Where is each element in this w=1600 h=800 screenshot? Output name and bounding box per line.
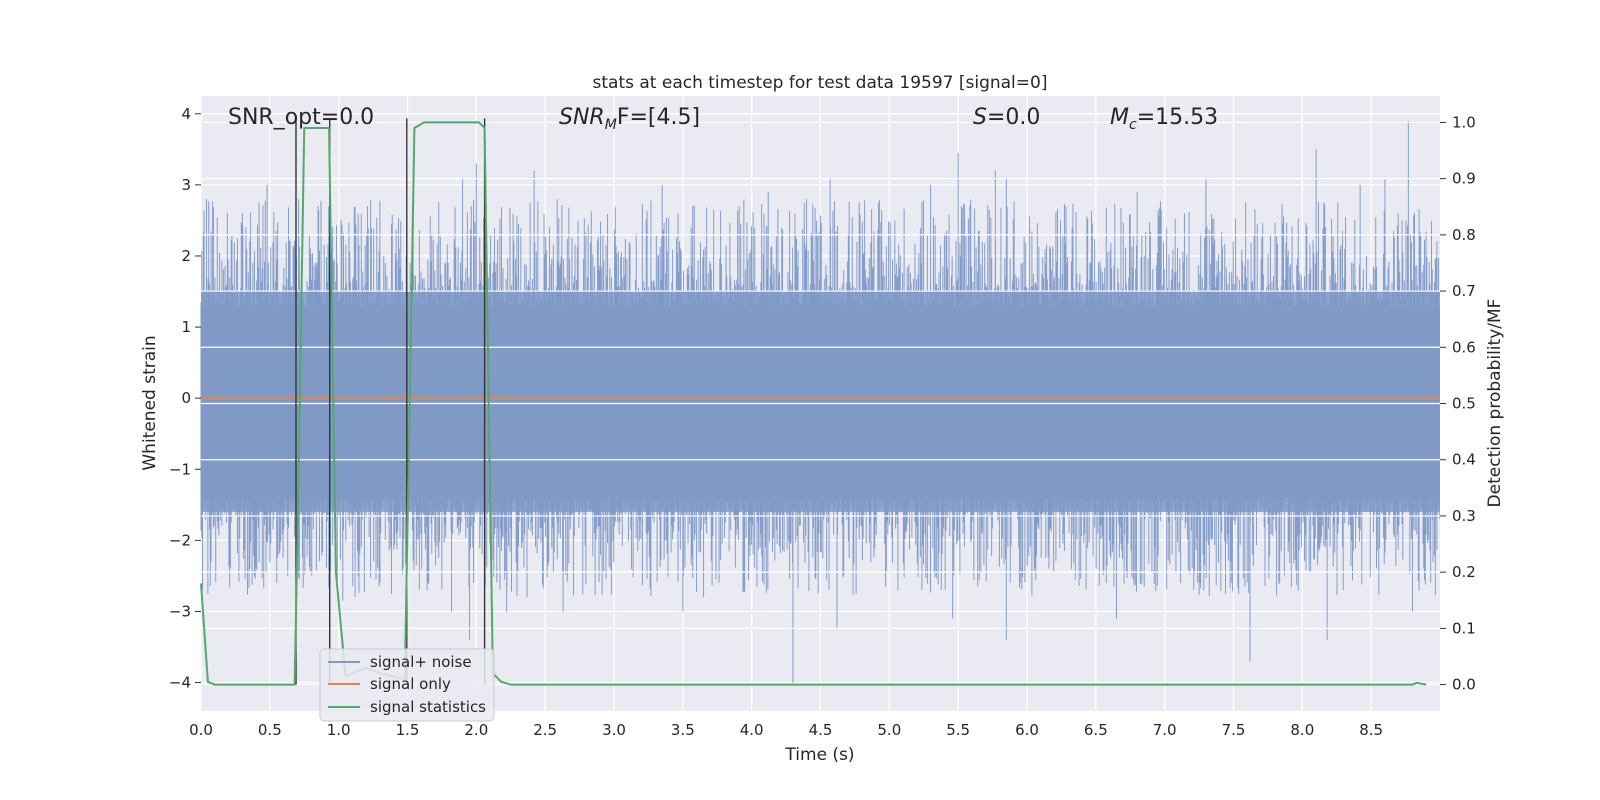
y-tick-label: −1 <box>169 460 191 478</box>
x-tick-label: 3.5 <box>671 721 695 739</box>
snr-mf-rest: F=[4.5] <box>617 105 700 130</box>
x-tick-label: 0.0 <box>189 721 213 739</box>
y-tick-label: 3 <box>181 176 191 194</box>
s-value: =0.0 <box>987 105 1040 130</box>
legend-box <box>319 648 495 722</box>
legend: signal+ noise signal only signal statist… <box>319 648 495 722</box>
y-tick-label: 1 <box>181 318 191 336</box>
y-tick-label: 2 <box>181 247 191 265</box>
x-axis-label: Time (s) <box>784 745 854 765</box>
x-tick-label: 7.5 <box>1222 721 1246 739</box>
legend-label-signal-only: signal only <box>370 675 451 693</box>
y2-tick-label: 0.9 <box>1452 170 1476 188</box>
mc-sub: c <box>1129 117 1137 133</box>
x-tick-label: 8.5 <box>1359 721 1383 739</box>
s-annotation: S=0.0 <box>973 105 1040 130</box>
x-tick-label: 4.5 <box>809 721 833 739</box>
y2-tick-label: 0.8 <box>1452 226 1476 244</box>
y2-tick-label: 1.0 <box>1452 113 1476 131</box>
x-tick-label: 6.0 <box>1015 721 1039 739</box>
y2-tick-label: 0.5 <box>1452 395 1476 413</box>
ticks: 0.0 0.5 1.0 1.5 2.0 2.5 3.0 3.5 4.0 4.5 5.0 5.5 6.0 6… <box>169 105 1476 739</box>
x-tick-label: 2.5 <box>533 721 557 739</box>
y2-axis-label: Detection probability/MF <box>1485 299 1505 508</box>
y-tick-label: 4 <box>181 105 191 123</box>
mc-base: M <box>1110 105 1129 130</box>
x-tick-label: 5.5 <box>946 721 970 739</box>
x-tick-label: 4.0 <box>740 721 764 739</box>
y2-tick-label: 0.3 <box>1452 507 1476 525</box>
chart-title: stats at each timestep for test data 195… <box>593 73 1048 93</box>
snr-opt-annotation: SNR_opt=0.0 <box>228 105 374 130</box>
legend-label-signal-noise: signal+ noise <box>370 653 472 671</box>
y-tick-label: −3 <box>169 602 191 620</box>
mc-value: =15.53 <box>1137 105 1218 130</box>
legend-label-signal-statistics: signal statistics <box>370 698 486 716</box>
x-tick-label: 1.0 <box>327 721 351 739</box>
y2-tick-label: 0.1 <box>1452 619 1476 637</box>
y-axis-label: Whitened strain <box>140 335 160 470</box>
y2-tick-label: 0.4 <box>1452 451 1476 469</box>
x-tick-label: 7.0 <box>1153 721 1177 739</box>
y2-tick-label: 0.6 <box>1452 338 1476 356</box>
y-tick-label: 0 <box>181 389 191 407</box>
x-tick-label: 1.5 <box>396 721 420 739</box>
y2-tick-label: 0.7 <box>1452 282 1476 300</box>
snr-mf-base: SNR <box>559 105 605 130</box>
x-tick-label: 2.0 <box>464 721 488 739</box>
x-tick-label: 8.0 <box>1290 721 1314 739</box>
x-tick-label: 3.0 <box>602 721 626 739</box>
y-tick-label: −4 <box>169 674 191 692</box>
x-tick-label: 6.5 <box>1084 721 1108 739</box>
mc-annotation: Mc=15.53 <box>1110 105 1218 133</box>
snr-mf-sub: M <box>605 117 617 133</box>
x-tick-label: 0.5 <box>258 721 282 739</box>
y-tick-label: −2 <box>169 531 191 549</box>
snr-mf-annotation: SNRMF=[4.5] <box>559 105 700 133</box>
y2-tick-label: 0.2 <box>1452 563 1476 581</box>
s-label: S <box>973 105 987 130</box>
y2-tick-label: 0.0 <box>1452 676 1476 694</box>
x-tick-label: 5.0 <box>877 721 901 739</box>
